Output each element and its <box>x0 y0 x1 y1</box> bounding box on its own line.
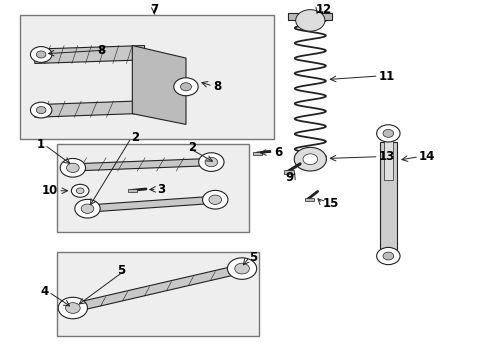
Text: 8: 8 <box>212 80 221 93</box>
Circle shape <box>60 158 85 177</box>
Circle shape <box>295 10 325 31</box>
Text: 8: 8 <box>97 44 105 57</box>
Text: 15: 15 <box>322 197 338 210</box>
Text: 10: 10 <box>42 184 58 197</box>
Circle shape <box>81 204 94 213</box>
Polygon shape <box>71 158 210 171</box>
Bar <box>253 152 262 155</box>
Circle shape <box>173 78 198 96</box>
Circle shape <box>30 46 52 62</box>
Circle shape <box>227 258 256 279</box>
Circle shape <box>76 188 84 194</box>
Bar <box>128 189 137 192</box>
Circle shape <box>36 107 46 114</box>
Bar <box>383 126 392 180</box>
Circle shape <box>382 252 393 260</box>
Text: 2: 2 <box>131 131 139 144</box>
Circle shape <box>30 102 52 118</box>
Polygon shape <box>71 264 242 313</box>
Text: 12: 12 <box>315 3 331 16</box>
Circle shape <box>202 190 227 209</box>
Circle shape <box>208 195 221 204</box>
Circle shape <box>204 157 217 167</box>
Text: 1: 1 <box>37 138 44 151</box>
Bar <box>288 13 331 21</box>
Circle shape <box>58 297 87 319</box>
Polygon shape <box>86 196 215 212</box>
Text: 11: 11 <box>378 69 394 82</box>
Polygon shape <box>35 101 135 117</box>
Circle shape <box>75 199 100 218</box>
Circle shape <box>66 163 79 172</box>
Circle shape <box>294 147 326 171</box>
Bar <box>284 170 294 174</box>
Text: 5: 5 <box>249 251 257 264</box>
Text: 4: 4 <box>40 285 48 298</box>
Circle shape <box>65 303 80 314</box>
Text: 2: 2 <box>188 141 196 154</box>
Bar <box>57 144 249 232</box>
Text: 3: 3 <box>157 183 164 196</box>
Circle shape <box>234 263 249 274</box>
Circle shape <box>303 154 317 165</box>
Text: 9: 9 <box>285 171 293 184</box>
Circle shape <box>71 184 89 197</box>
Text: 6: 6 <box>273 145 282 158</box>
Polygon shape <box>132 45 185 125</box>
Polygon shape <box>35 45 144 63</box>
Text: 7: 7 <box>150 3 158 16</box>
Circle shape <box>382 130 393 137</box>
Bar <box>57 252 259 336</box>
Circle shape <box>376 125 399 142</box>
Circle shape <box>376 247 399 265</box>
Bar <box>20 15 273 139</box>
Circle shape <box>36 51 46 58</box>
Text: 13: 13 <box>378 150 394 163</box>
Circle shape <box>198 153 224 171</box>
Text: 14: 14 <box>418 150 434 163</box>
Text: 5: 5 <box>117 264 125 277</box>
Bar <box>379 142 396 257</box>
Bar <box>305 198 314 201</box>
Circle shape <box>180 83 191 91</box>
